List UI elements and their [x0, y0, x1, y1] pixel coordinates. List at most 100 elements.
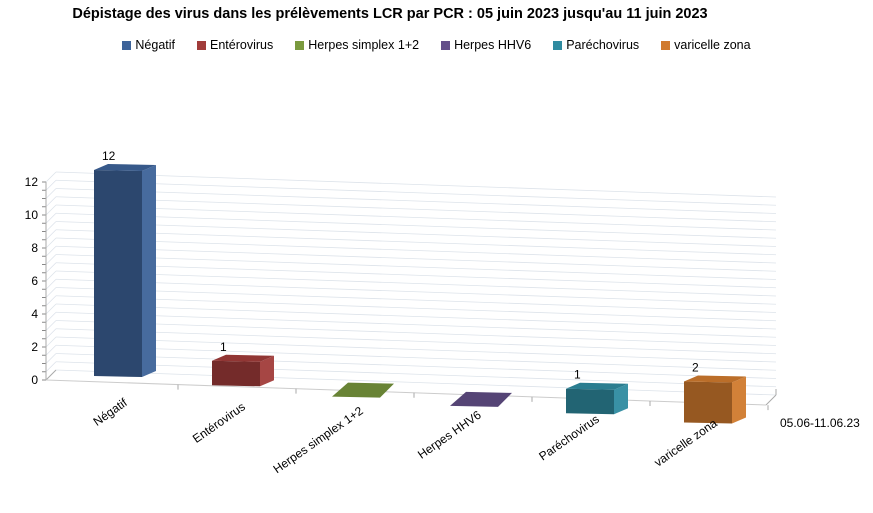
- data-label: 2: [692, 361, 699, 375]
- gridline: [55, 369, 777, 396]
- legend-item: Négatif: [122, 38, 175, 52]
- bar-side: [260, 355, 274, 387]
- y-tick-label: 6: [31, 274, 38, 288]
- floor-side: [45, 369, 57, 381]
- gridline: [55, 221, 777, 247]
- bar-side: [732, 376, 746, 424]
- gridline-side: [45, 287, 57, 298]
- y-tick-label: 2: [31, 340, 38, 354]
- gridline: [55, 212, 777, 239]
- bar-side: [614, 383, 628, 415]
- legend-item: Herpes simplex 1+2: [295, 38, 419, 52]
- legend-label: Herpes HHV6: [454, 38, 532, 52]
- x-tick-label: varicelle zona: [652, 416, 720, 470]
- gridline: [55, 328, 777, 355]
- gridline: [55, 204, 777, 231]
- x-axis: [45, 379, 767, 406]
- gridline: [55, 262, 777, 289]
- floor-right: [765, 394, 777, 406]
- gridline: [55, 270, 777, 297]
- gridline-side: [45, 262, 57, 274]
- bar-front: [566, 388, 614, 415]
- gridline-side: [45, 237, 57, 249]
- data-label: 1: [220, 340, 227, 354]
- x-tick-label: Négatif: [91, 395, 131, 429]
- gridline: [55, 188, 777, 214]
- x-tick-label: Paréchovirus: [536, 412, 601, 464]
- y-tick-label: 4: [31, 307, 38, 321]
- y-tick-label: 0: [31, 373, 38, 387]
- legend-item: varicelle zona: [661, 38, 751, 52]
- x-tick-label: Herpes HHV6: [415, 408, 484, 462]
- legend-item: Herpes HHV6: [441, 38, 531, 52]
- gridline-side: [45, 295, 57, 307]
- gridline: [55, 320, 777, 346]
- data-label: 12: [102, 149, 116, 163]
- gridline: [55, 245, 777, 272]
- gridline: [55, 278, 777, 305]
- gridline-side: [45, 188, 57, 199]
- gridline: [55, 196, 777, 223]
- gridline-side: [45, 344, 57, 356]
- legend-label: Entérovirus: [210, 38, 274, 52]
- gridline: [55, 179, 777, 206]
- bar-top: [684, 375, 746, 383]
- gridline-side: [45, 311, 57, 323]
- gridline-side: [45, 303, 57, 315]
- bar-top: [566, 382, 628, 390]
- gridline-side: [45, 320, 57, 331]
- gridline-side: [45, 229, 57, 241]
- gridline: [55, 254, 777, 280]
- legend-label: varicelle zona: [674, 38, 751, 52]
- data-label: 1: [574, 368, 581, 382]
- gridline: [55, 336, 777, 363]
- gridline: [55, 287, 777, 313]
- bar-front: [94, 170, 142, 377]
- gridline: [55, 303, 777, 330]
- bar-front: [212, 360, 260, 387]
- legend-swatch: [441, 40, 451, 50]
- gridline-side: [45, 221, 57, 232]
- gridline-side: [45, 353, 57, 364]
- gridline-side: [45, 361, 57, 373]
- bar-top: [212, 354, 274, 362]
- x-tick-label: Herpes simplex 1+2: [271, 404, 366, 477]
- legend-swatch: [661, 40, 671, 50]
- gridline: [55, 353, 777, 379]
- y-tick-label: 10: [25, 208, 39, 222]
- gridline: [55, 361, 777, 388]
- y-tick-label: 8: [31, 241, 38, 255]
- legend-item: Entérovirus: [197, 38, 273, 52]
- bar-zero: [450, 391, 512, 407]
- gridline: [55, 229, 777, 256]
- gridline-side: [45, 270, 57, 282]
- gridline-side: [45, 328, 57, 340]
- bar-zero: [332, 382, 394, 398]
- gridline-side: [45, 254, 57, 265]
- legend-swatch: [122, 40, 132, 50]
- legend-swatch: [197, 40, 207, 50]
- gridline-side: [45, 278, 57, 290]
- gridline: [55, 344, 777, 371]
- bar-side: [142, 165, 156, 377]
- legend-swatch: [295, 40, 305, 50]
- gridline-side: [45, 212, 57, 224]
- gridline-side: [45, 196, 57, 208]
- x-tick-label: Entérovirus: [190, 400, 248, 446]
- gridline: [55, 237, 777, 264]
- gridline-side: [45, 171, 57, 183]
- gridline: [55, 295, 777, 322]
- gridline: [55, 171, 777, 198]
- legend-label: Négatif: [135, 38, 176, 52]
- gridline: [55, 311, 777, 338]
- y-tick-label: 12: [25, 175, 39, 189]
- series-axis-label: 05.06-11.06.23: [780, 416, 860, 430]
- gridline-side: [45, 204, 57, 216]
- legend: Négatif Entérovirus Herpes simplex 1+2 Herp…: [0, 38, 873, 52]
- legend-swatch: [553, 40, 563, 50]
- legend-label: Paréchovirus: [566, 38, 640, 52]
- bar-front: [684, 381, 732, 424]
- chart-title: Dépistage des virus dans les prélèvement…: [72, 6, 708, 22]
- legend-item: Paréchovirus: [553, 38, 639, 52]
